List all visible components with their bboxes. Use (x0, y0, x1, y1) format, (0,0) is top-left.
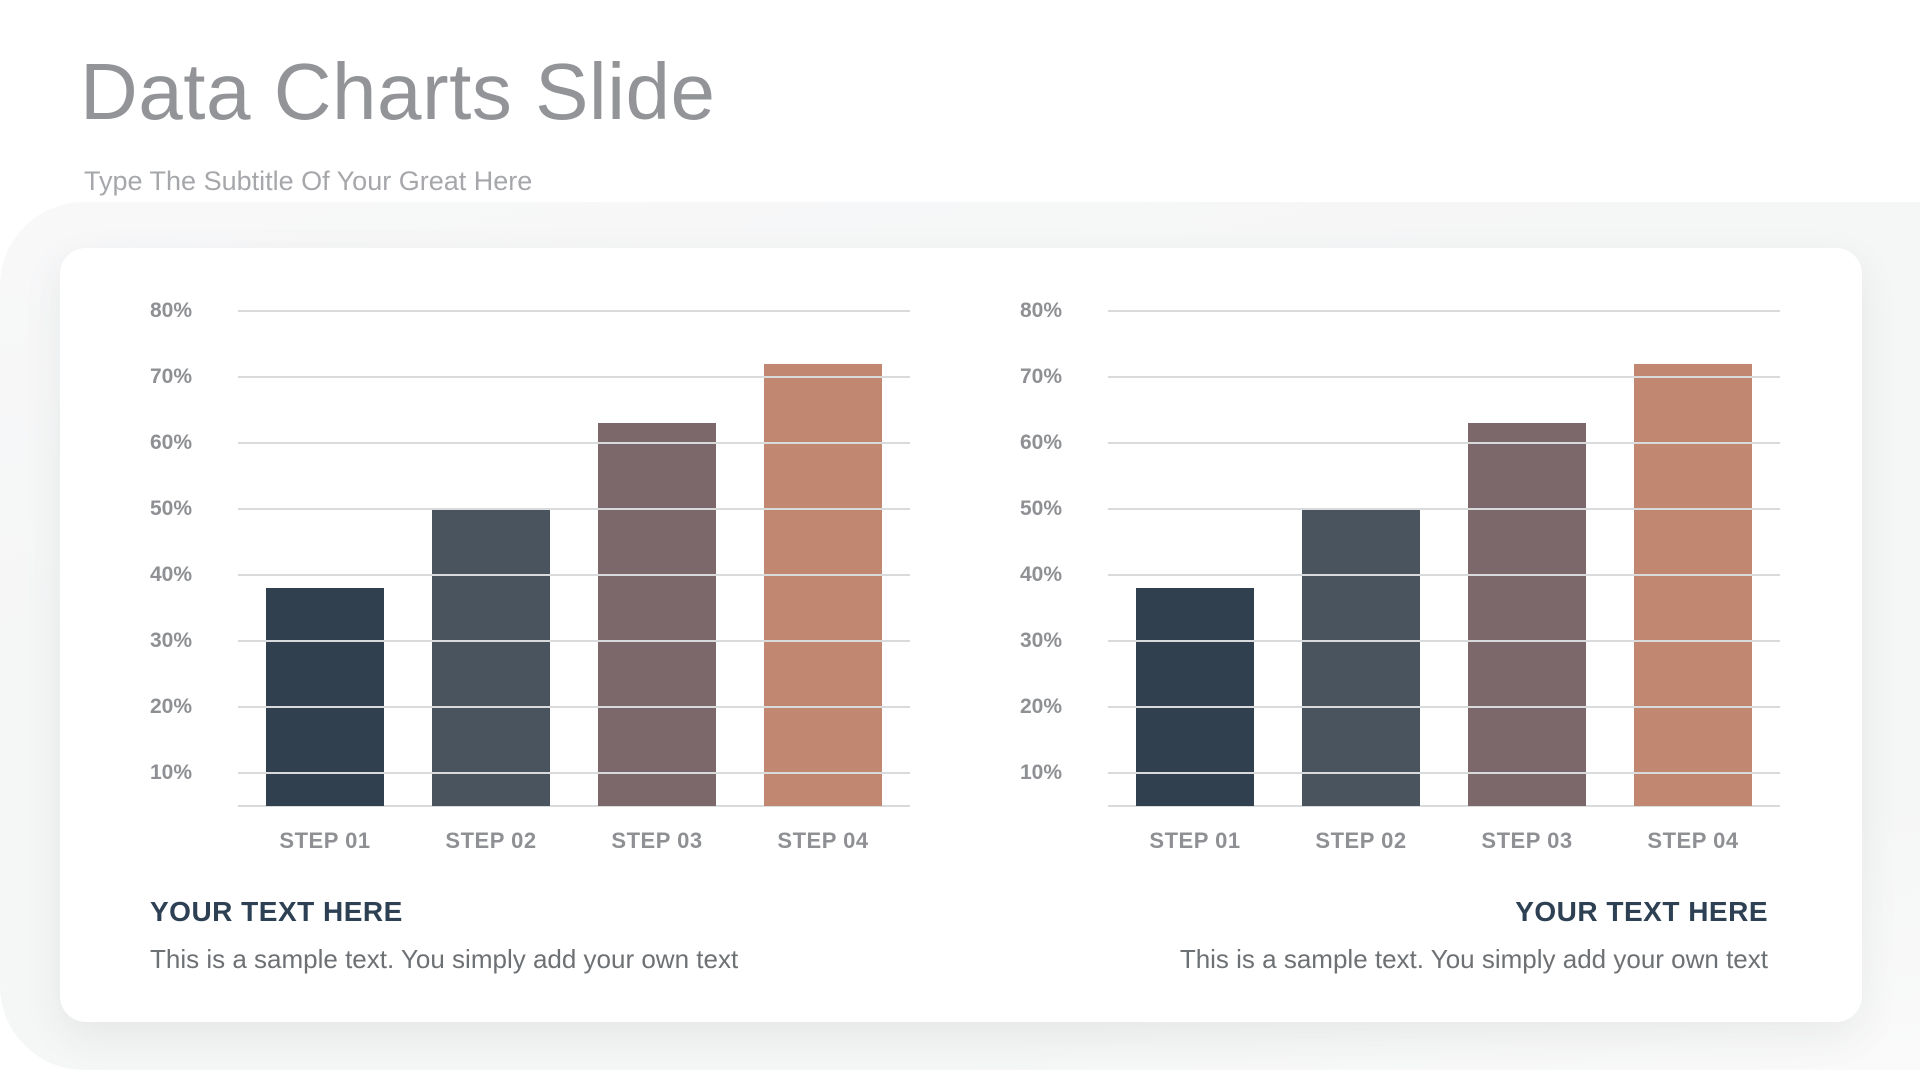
gridline (1108, 310, 1780, 312)
gridline (238, 310, 910, 312)
x-axis: STEP 01 STEP 02 STEP 03 STEP 04 (238, 826, 910, 856)
y-axis: 80% 70% 60% 50% 40% 30% 20% 10% (130, 276, 192, 806)
y-tick-label: 40% (149, 563, 192, 586)
x-tick-label: STEP 02 (1315, 828, 1407, 853)
gridline (238, 508, 910, 510)
x-tick-label: STEP 03 (611, 828, 703, 853)
y-tick-label: 60% (149, 431, 192, 454)
bar-chart-right: 80% 70% 60% 50% 40% 30% 20% 10% STEP 01 STEP 02 S… (1000, 248, 1800, 1022)
caption-title: YOUR TEXT HERE (150, 896, 403, 927)
gridline (1108, 376, 1780, 378)
y-tick-label: 70% (1019, 365, 1062, 388)
y-tick-label: 40% (1019, 563, 1062, 586)
caption-title: YOUR TEXT HERE (1515, 896, 1768, 927)
x-tick-label: STEP 01 (1149, 828, 1241, 853)
gridline (1108, 508, 1780, 510)
y-tick-label: 20% (1019, 695, 1062, 718)
gridline (238, 640, 910, 642)
content-card: 80% 70% 60% 50% 40% 30% 20% 10% STEP 01 STEP 02 S… (60, 248, 1862, 1022)
gridline (1108, 574, 1780, 576)
gridline (238, 706, 910, 708)
y-tick-label: 50% (1019, 497, 1062, 520)
plot-area (238, 276, 910, 807)
bar-step-04 (1634, 363, 1752, 806)
bar-step-04 (764, 363, 882, 806)
slide-title: Data Charts Slide (80, 47, 716, 136)
gridline (238, 442, 910, 444)
y-tick-label: 80% (1019, 299, 1062, 322)
x-tick-label: STEP 04 (1647, 828, 1739, 853)
bar-step-03 (598, 423, 716, 806)
y-tick-label: 60% (1019, 431, 1062, 454)
y-tick-label: 30% (1019, 629, 1062, 652)
caption-block: YOUR TEXT HERE This is a sample text. Yo… (150, 896, 890, 975)
bar-step-02 (432, 509, 550, 806)
bar-step-01 (1136, 588, 1254, 806)
y-tick-label: 10% (1019, 761, 1062, 784)
caption-text: This is a sample text. You simply add yo… (150, 944, 739, 974)
gridline (1108, 442, 1780, 444)
x-tick-label: STEP 02 (445, 828, 537, 853)
x-axis: STEP 01 STEP 02 STEP 03 STEP 04 (1108, 826, 1780, 856)
gridline (238, 772, 910, 774)
bar-step-01 (266, 588, 384, 806)
gridline (238, 376, 910, 378)
y-tick-label: 30% (149, 629, 192, 652)
x-tick-label: STEP 01 (279, 828, 371, 853)
y-tick-label: 50% (149, 497, 192, 520)
y-tick-label: 20% (149, 695, 192, 718)
x-tick-label: STEP 04 (777, 828, 869, 853)
bar-group (238, 276, 910, 806)
bar-step-02 (1302, 509, 1420, 806)
gridline (1108, 772, 1780, 774)
caption-block: YOUR TEXT HERE This is a sample text. Yo… (1028, 896, 1768, 975)
slide-subtitle: Type The Subtitle Of Your Great Here (84, 166, 533, 196)
gridline (1108, 640, 1780, 642)
bar-group (1108, 276, 1780, 806)
x-tick-label: STEP 03 (1481, 828, 1573, 853)
x-axis-line (238, 805, 910, 807)
bar-step-03 (1468, 423, 1586, 806)
gridline (238, 574, 910, 576)
y-axis: 80% 70% 60% 50% 40% 30% 20% 10% (1000, 276, 1062, 806)
y-tick-label: 70% (149, 365, 192, 388)
plot-area (1108, 276, 1780, 807)
gridline (1108, 706, 1780, 708)
y-tick-label: 10% (149, 761, 192, 784)
y-tick-label: 80% (149, 299, 192, 322)
bar-chart-left: 80% 70% 60% 50% 40% 30% 20% 10% STEP 01 STEP 02 S… (130, 248, 930, 1022)
caption-text: This is a sample text. You simply add yo… (1179, 944, 1768, 974)
x-axis-line (1108, 805, 1780, 807)
